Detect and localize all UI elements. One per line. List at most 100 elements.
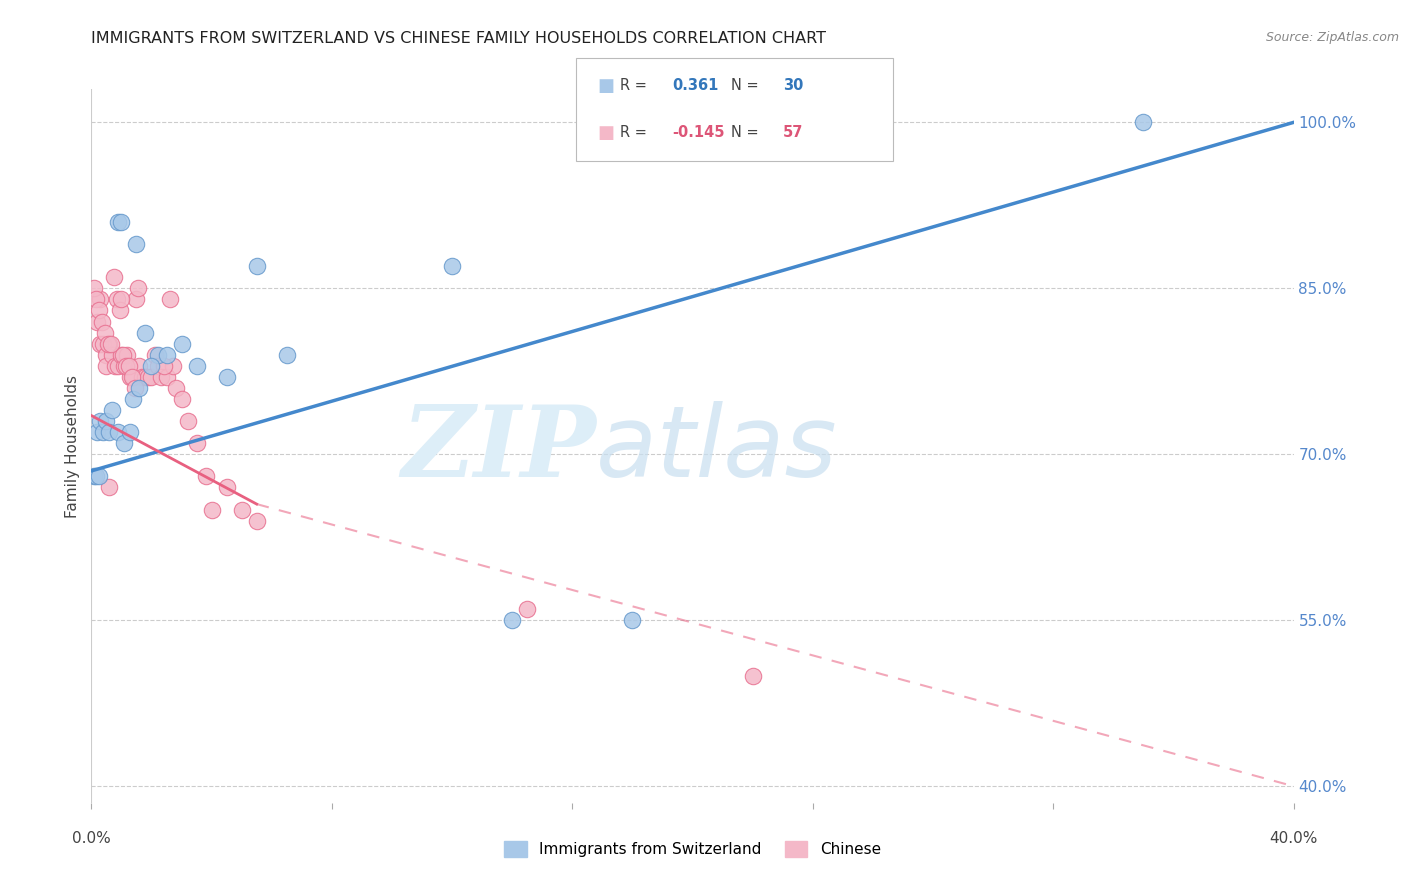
Point bbox=[101, 403, 124, 417]
Point bbox=[246, 514, 269, 528]
Point bbox=[110, 293, 132, 307]
Point bbox=[86, 425, 108, 439]
Point bbox=[117, 348, 139, 362]
Point bbox=[170, 392, 193, 406]
Point bbox=[152, 359, 174, 373]
Point bbox=[107, 359, 129, 373]
Point bbox=[105, 293, 128, 307]
Point bbox=[107, 425, 129, 439]
Point bbox=[159, 293, 181, 307]
Point bbox=[87, 303, 110, 318]
Point bbox=[97, 336, 120, 351]
Point bbox=[107, 215, 129, 229]
Point bbox=[104, 359, 127, 373]
Point bbox=[110, 215, 132, 229]
Point bbox=[138, 369, 160, 384]
Point bbox=[122, 392, 145, 406]
Point bbox=[114, 359, 136, 373]
Point bbox=[162, 359, 184, 373]
Text: R =: R = bbox=[620, 78, 647, 94]
Point bbox=[1132, 115, 1154, 129]
Point bbox=[441, 259, 464, 273]
Point bbox=[98, 481, 121, 495]
Point bbox=[621, 613, 644, 627]
Point bbox=[276, 348, 298, 362]
Point bbox=[93, 336, 115, 351]
Point bbox=[100, 336, 122, 351]
Point bbox=[84, 293, 107, 307]
Point bbox=[143, 348, 166, 362]
Text: atlas: atlas bbox=[596, 401, 838, 498]
Point bbox=[83, 281, 105, 295]
Point bbox=[215, 369, 238, 384]
Point bbox=[125, 237, 148, 252]
Point bbox=[83, 469, 105, 483]
Point bbox=[215, 481, 238, 495]
Point bbox=[141, 359, 163, 373]
Point bbox=[127, 281, 149, 295]
Text: R =: R = bbox=[620, 125, 647, 140]
Point bbox=[87, 469, 110, 483]
Point bbox=[108, 303, 131, 318]
Point bbox=[170, 336, 193, 351]
Point bbox=[94, 326, 117, 340]
Point bbox=[741, 668, 763, 682]
Text: N =: N = bbox=[731, 125, 759, 140]
Point bbox=[96, 348, 118, 362]
Legend: Immigrants from Switzerland, Chinese: Immigrants from Switzerland, Chinese bbox=[498, 835, 887, 863]
Point bbox=[115, 359, 138, 373]
Point bbox=[246, 259, 269, 273]
Point bbox=[149, 369, 172, 384]
Text: ZIP: ZIP bbox=[401, 401, 596, 498]
Point bbox=[90, 314, 112, 328]
Point bbox=[89, 293, 111, 307]
Point bbox=[124, 381, 146, 395]
Text: -0.145: -0.145 bbox=[672, 125, 724, 140]
Point bbox=[131, 369, 153, 384]
Point bbox=[165, 381, 187, 395]
Point bbox=[101, 348, 124, 362]
Point bbox=[93, 425, 115, 439]
Y-axis label: Family Households: Family Households bbox=[65, 375, 80, 517]
Text: 30: 30 bbox=[783, 78, 803, 94]
Text: N =: N = bbox=[731, 78, 759, 94]
Point bbox=[98, 336, 121, 351]
Text: 40.0%: 40.0% bbox=[1270, 831, 1317, 847]
Point bbox=[134, 369, 156, 384]
Point bbox=[155, 348, 177, 362]
Text: IMMIGRANTS FROM SWITZERLAND VS CHINESE FAMILY HOUSEHOLDS CORRELATION CHART: IMMIGRANTS FROM SWITZERLAND VS CHINESE F… bbox=[91, 31, 827, 46]
Point bbox=[111, 348, 134, 362]
Point bbox=[86, 314, 108, 328]
Point bbox=[96, 414, 118, 428]
Point bbox=[118, 359, 141, 373]
Point bbox=[501, 613, 523, 627]
Text: 0.361: 0.361 bbox=[672, 78, 718, 94]
Point bbox=[96, 359, 118, 373]
Point bbox=[155, 369, 177, 384]
Point bbox=[134, 326, 156, 340]
Point bbox=[89, 336, 111, 351]
Point bbox=[186, 359, 208, 373]
Text: 0.0%: 0.0% bbox=[72, 831, 111, 847]
Point bbox=[120, 369, 142, 384]
Point bbox=[201, 502, 224, 516]
Point bbox=[114, 436, 136, 450]
Point bbox=[146, 359, 169, 373]
Point bbox=[176, 414, 198, 428]
Text: ■: ■ bbox=[598, 124, 614, 142]
Point bbox=[516, 602, 538, 616]
Text: Source: ZipAtlas.com: Source: ZipAtlas.com bbox=[1265, 31, 1399, 45]
Point bbox=[125, 293, 148, 307]
Point bbox=[194, 469, 217, 483]
Point bbox=[231, 502, 253, 516]
Point bbox=[120, 425, 142, 439]
Text: ■: ■ bbox=[598, 77, 614, 95]
Point bbox=[110, 348, 132, 362]
Point bbox=[121, 369, 143, 384]
Point bbox=[141, 369, 163, 384]
Point bbox=[128, 359, 150, 373]
Point bbox=[103, 270, 125, 285]
Point bbox=[122, 369, 145, 384]
Text: 57: 57 bbox=[783, 125, 803, 140]
Point bbox=[146, 348, 169, 362]
